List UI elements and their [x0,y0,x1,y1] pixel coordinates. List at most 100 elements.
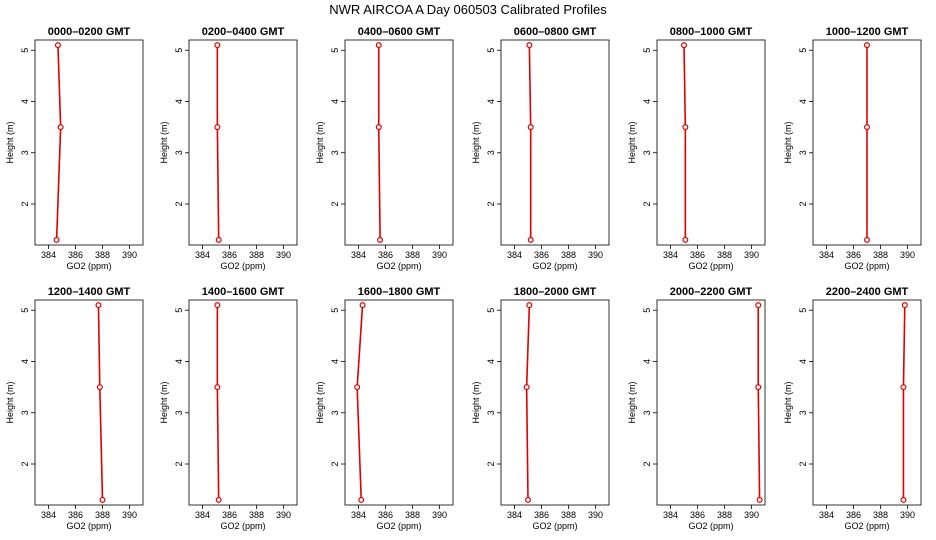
x-tick-label: 390 [588,250,603,260]
y-axis-label: Height (m) [315,381,325,423]
profile-point [755,302,762,309]
panel-3: 0400–0600 GMT 384 386 388 390 2 3 4 5 GO2 (ppm) He… [315,26,454,271]
y-tick-label: 5 [486,48,496,53]
panel-title: 0400–0600 GMT [358,26,441,38]
panel-title: 0200–0400 GMT [202,26,285,38]
plot-frame [188,299,298,506]
profile-point [863,236,870,243]
panel-title: 2200–2400 GMT [826,286,909,298]
profile-line [757,305,761,500]
panel-title: 1200–1400 GMT [48,286,131,298]
profile-point [523,384,530,391]
x-tick-label: 386 [222,250,237,260]
plot-frame [344,299,454,506]
profile-point [214,42,221,49]
y-tick-label: 4 [642,359,652,364]
profile-point [680,42,687,49]
profile-line [356,305,364,500]
y-tick-label: 2 [174,461,184,466]
profile-point [354,384,361,391]
x-tick-label: 390 [744,250,759,260]
x-tick-label: 388 [873,250,888,260]
x-tick-label: 388 [561,250,576,260]
y-tick-label: 3 [330,410,340,415]
profile-point [358,496,365,503]
profile-point [901,302,908,309]
profile-point [215,496,222,503]
y-tick-label: 4 [798,99,808,104]
profile-point [57,124,64,131]
y-tick-label: 4 [642,99,652,104]
x-tick-label: 386 [534,510,549,520]
panel-11: 2000–2200 GMT 384 386 388 390 2 3 4 5 GO2 (ppm) He… [627,286,766,531]
y-tick-label: 5 [174,308,184,313]
y-tick-label: 5 [330,48,340,53]
y-tick-label: 5 [330,308,340,313]
y-tick-label: 4 [20,359,30,364]
y-tick-label: 3 [486,150,496,155]
y-tick-label: 2 [20,201,30,206]
plot-frame [656,299,766,506]
y-tick-label: 2 [174,201,184,206]
x-tick-label: 388 [95,510,110,520]
x-tick-label: 384 [507,250,522,260]
x-tick-label: 384 [819,250,834,260]
profile-point [682,124,689,131]
plot-frame [344,39,454,246]
panel-title: 1600–1800 GMT [358,286,441,298]
plot-frame [34,39,144,246]
profile-point [96,384,103,391]
x-tick-label: 384 [195,250,210,260]
panel-2: 0200–0400 GMT 384 386 388 390 2 3 4 5 GO2 (ppm) He… [159,26,298,271]
x-tick-label: 384 [41,250,56,260]
y-tick-label: 3 [174,150,184,155]
y-axis-label: Height (m) [5,381,15,423]
y-tick-label: 4 [20,99,30,104]
profile-point [527,124,534,131]
x-tick-label: 386 [690,250,705,260]
x-tick-label: 390 [432,250,447,260]
x-axis-label: GO2 (ppm) [376,261,421,271]
profile-point [756,496,763,503]
y-axis-label: Height (m) [315,121,325,163]
profile-point [359,302,366,309]
y-axis-label: Height (m) [627,121,637,163]
x-tick-label: 386 [846,250,861,260]
panel-10: 1800–2000 GMT 384 386 388 390 2 3 4 5 GO2 (ppm) He… [471,286,610,531]
y-tick-label: 2 [20,461,30,466]
profile-point [526,42,533,49]
profile-line [97,305,104,500]
panel-1: 0000–0200 GMT 384 386 388 390 2 3 4 5 GO2 (ppm) He… [5,26,144,271]
profile-line [216,45,220,240]
panel-title: 1800–2000 GMT [514,286,597,298]
profile-point [53,236,60,243]
x-tick-label: 390 [122,250,137,260]
panel-7: 1200–1400 GMT 384 386 388 390 2 3 4 5 GO2 (ppm) He… [5,286,144,531]
y-tick-label: 4 [174,359,184,364]
y-axis-label: Height (m) [627,381,637,423]
x-tick-label: 388 [405,250,420,260]
y-tick-label: 5 [486,308,496,313]
profile-point [755,384,762,391]
x-tick-label: 388 [249,250,264,260]
y-tick-label: 3 [642,410,652,415]
x-tick-label: 386 [68,250,83,260]
panel-5: 0800–1000 GMT 384 386 388 390 2 3 4 5 GO2 (ppm) He… [627,26,766,271]
y-tick-label: 5 [174,48,184,53]
y-tick-label: 4 [330,99,340,104]
x-tick-label: 390 [900,510,915,520]
plot-frame [500,39,610,246]
panel-title: 1400–1600 GMT [202,286,285,298]
x-tick-label: 384 [663,250,678,260]
x-tick-label: 386 [534,250,549,260]
y-axis-label: Height (m) [783,381,793,423]
y-tick-label: 3 [330,150,340,155]
x-tick-label: 388 [249,510,264,520]
profile-line [683,45,687,240]
panel-title: 0800–1000 GMT [670,26,753,38]
panel-12: 2200–2400 GMT 384 386 388 390 2 3 4 5 GO2 (ppm) He… [783,286,922,531]
profile-line [902,305,906,500]
x-axis-label: GO2 (ppm) [688,261,733,271]
panel-4: 0600–0800 GMT 384 386 388 390 2 3 4 5 GO2 (ppm) He… [471,26,610,271]
